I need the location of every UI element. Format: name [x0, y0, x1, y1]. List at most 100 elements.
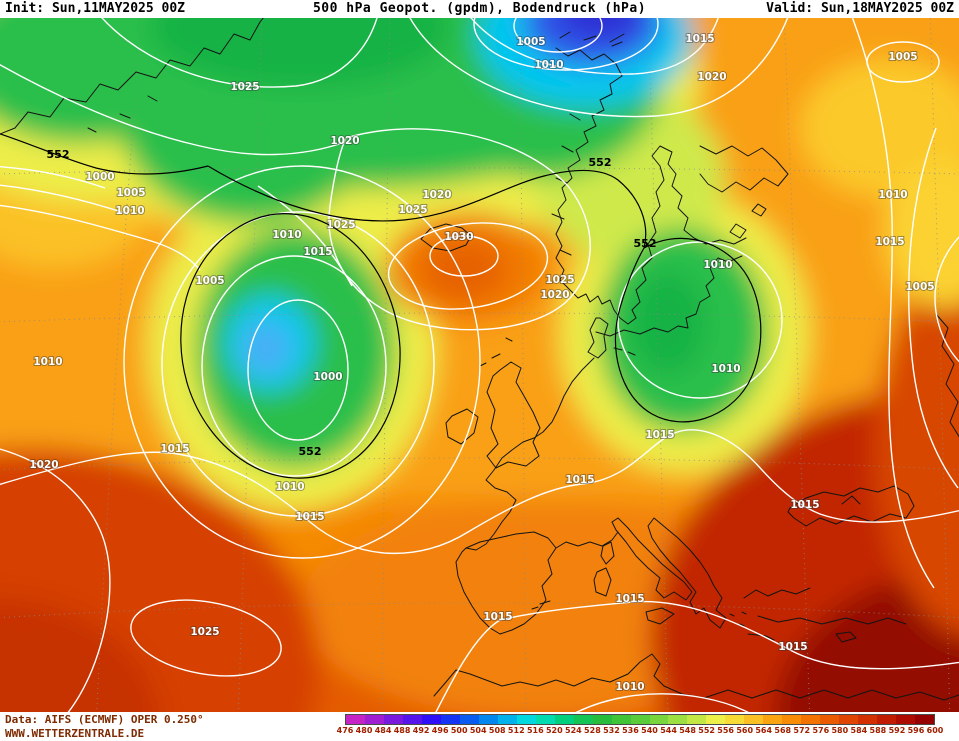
- pressure-label: 1010: [703, 259, 732, 271]
- field-region: [630, 271, 706, 375]
- field-region: [150, 18, 450, 88]
- colorbar-value: 564: [755, 726, 773, 735]
- pressure-label: 1025: [230, 81, 259, 93]
- colorbar-value: 504: [469, 726, 487, 735]
- pressure-label: 1010: [615, 681, 644, 693]
- pressure-label: 1025: [545, 274, 574, 286]
- colorbar-segment: [516, 715, 536, 724]
- isobar-line: [934, 236, 959, 363]
- colorbar-value: 560: [736, 726, 754, 735]
- coastline-scandinavia: [555, 47, 747, 325]
- pressure-label: 1010: [33, 356, 62, 368]
- height-label: 552: [47, 148, 70, 161]
- field-region: [800, 58, 959, 198]
- pressure-label: 1015: [160, 443, 189, 455]
- colorbar-segment: [763, 715, 783, 724]
- isobar-line: [0, 64, 346, 156]
- coastline-caspian: [935, 313, 959, 438]
- coastline-north-africa: [433, 653, 959, 701]
- colorbar-value: 588: [869, 726, 887, 735]
- field-region: [884, 158, 959, 308]
- colorbar-value: 496: [431, 726, 449, 735]
- pressure-label: 1010: [878, 189, 907, 201]
- graticule-line: [0, 457, 959, 471]
- colorbar-value: 548: [679, 726, 696, 735]
- field-region: [559, 18, 641, 39]
- coastline-westeurope: [465, 357, 595, 551]
- pressure-label: 1015: [645, 429, 674, 441]
- coastline-greenland: [0, 18, 264, 135]
- coastline-islets: [87, 95, 158, 133]
- isobar-line: [123, 165, 481, 559]
- isobar-line: [0, 429, 959, 554]
- field-region: [0, 598, 160, 712]
- colorbar-segment: [573, 715, 593, 724]
- colorbar-segment: [877, 715, 897, 724]
- colorbar-value: 528: [584, 726, 601, 735]
- website-label: WWW.WETTERZENTRALE.DE: [5, 727, 145, 740]
- colorbar-value: 508: [488, 726, 506, 735]
- colorbar-labels: 476 480 484 488 492 496 500 504 508 512 516 520 524 5…: [337, 726, 944, 738]
- isobar-line: [130, 599, 282, 677]
- colorbar-value: 584: [850, 726, 868, 735]
- colorbar-value: 536: [622, 726, 639, 735]
- colorbar-value: 552: [698, 726, 715, 735]
- colorbar-segment: [421, 715, 441, 724]
- pressure-label: 1010: [711, 363, 740, 375]
- coastline-iberia: [455, 531, 557, 635]
- pressure-label: 1020: [330, 135, 359, 147]
- colorbar-value: 576: [812, 726, 830, 735]
- isobar-line: [257, 185, 353, 287]
- graticule-line: [783, 18, 811, 712]
- map-labels: 1005101010151020100510251020100010051010…: [28, 32, 935, 694]
- colorbar-value: 580: [831, 726, 849, 735]
- pressure-label: 1005: [888, 51, 917, 63]
- coastline-ireland: [445, 408, 479, 445]
- colorbar-segment: [839, 715, 859, 724]
- colorbar-segment: [801, 715, 821, 724]
- pressure-label: 1010: [115, 205, 144, 217]
- colorbar-value: 476: [336, 726, 354, 735]
- isobar-line: [908, 127, 959, 489]
- colorbar-segment: [668, 715, 688, 724]
- pressure-label: 1015: [615, 593, 644, 605]
- colorbar-segment: [896, 715, 916, 724]
- pressure-label: 1015: [483, 611, 512, 623]
- coastline-britain: [486, 361, 541, 469]
- pressure-label: 1015: [778, 641, 807, 653]
- colorbar-value: 572: [793, 726, 811, 735]
- colorbar-value: 596: [907, 726, 925, 735]
- colorbar-segment: [915, 715, 935, 724]
- pressure-label: 1005: [195, 275, 224, 287]
- colorbar-segment: [383, 715, 403, 724]
- graticule-line: [0, 167, 959, 175]
- colorbar-segment: [687, 715, 707, 724]
- colorbar-value: 516: [526, 726, 544, 735]
- isobar-line: [328, 128, 591, 331]
- isobar-line: [617, 241, 783, 399]
- isobar-line: [201, 255, 387, 477]
- colorbar-segment: [402, 715, 422, 724]
- isobar-line: [0, 184, 129, 215]
- pressure-label: 1015: [303, 246, 332, 258]
- coastline-balkans: [647, 517, 727, 629]
- colorbar-value: 524: [565, 726, 582, 735]
- coastline-aegean: [729, 611, 775, 641]
- colorbar-value: 544: [660, 726, 677, 735]
- coastlines: [0, 18, 959, 701]
- pressure-label: 1005: [905, 281, 934, 293]
- colorbar-segment: [630, 715, 650, 724]
- valid-label: Valid: Sun,18MAY2025 00Z: [766, 1, 954, 16]
- colorbar-value: 592: [888, 726, 906, 735]
- isobar-line: [435, 600, 959, 712]
- height-contour-line: [207, 165, 647, 249]
- pressure-label: 1010: [272, 229, 301, 241]
- coastline-whitesea: [699, 145, 789, 193]
- isobar-line: [101, 18, 378, 88]
- isobar-line: [429, 235, 499, 277]
- init-label: Init: Sun,11MAY2025 00Z: [5, 1, 186, 16]
- isobar-line: [473, 18, 659, 71]
- footer-bar: Data: AIFS (ECMWF) OPER 0.250° WWW.WETTE…: [0, 712, 959, 741]
- colorbar-segment: [649, 715, 669, 724]
- coastline-blacksea: [787, 485, 915, 527]
